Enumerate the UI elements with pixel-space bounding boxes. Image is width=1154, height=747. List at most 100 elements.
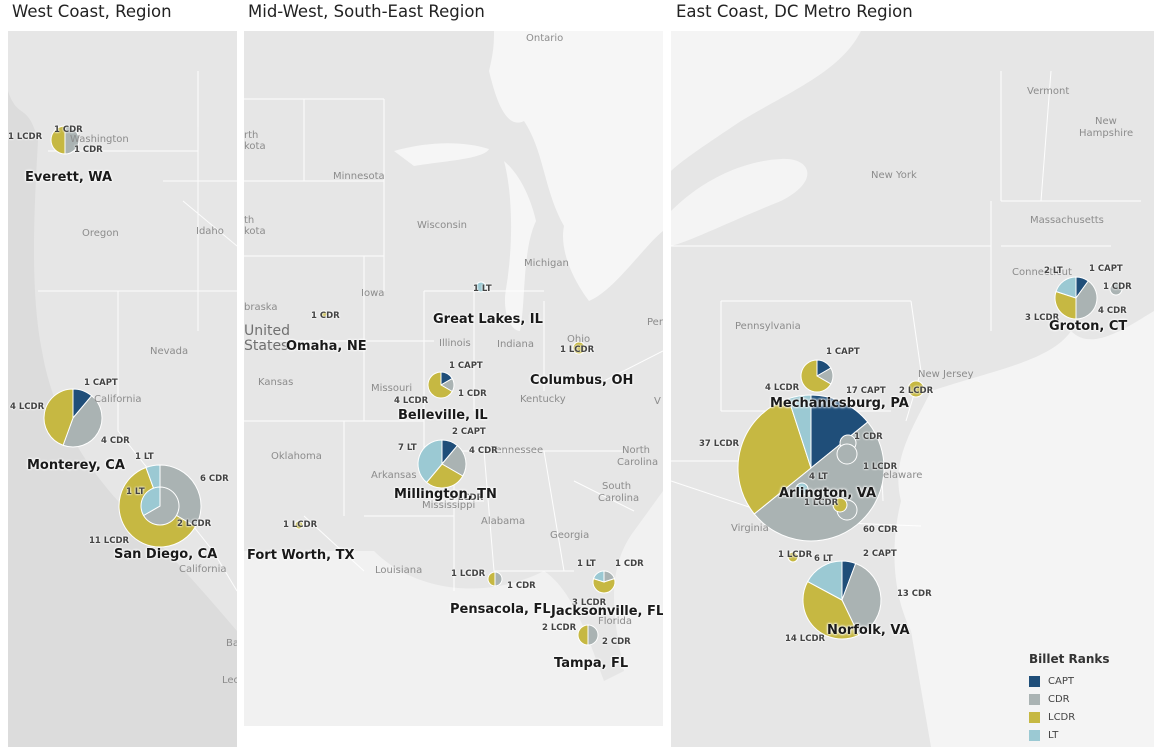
site-pie[interactable] bbox=[832, 497, 848, 513]
pie-count-label: 1 CAPT bbox=[449, 361, 483, 371]
city-label-omaha-ne[interactable]: Omaha, NE bbox=[286, 339, 367, 354]
pie-slice-lt[interactable] bbox=[417, 439, 443, 484]
city-label-norfolk-va[interactable]: Norfolk, VA bbox=[827, 623, 910, 638]
pie-slice-lcdr[interactable] bbox=[800, 359, 832, 393]
city-label-belleville-il[interactable]: Belleville, IL bbox=[398, 408, 488, 423]
site-pie[interactable] bbox=[43, 388, 103, 448]
pie-slice-lcdr[interactable] bbox=[737, 397, 812, 515]
geo-label-indiana: Indiana bbox=[497, 339, 535, 350]
legend-item-capt[interactable]: CAPT bbox=[1029, 672, 1110, 690]
pie-slice-lt[interactable] bbox=[1055, 276, 1077, 299]
geo-label-louisiana: Louisiana bbox=[375, 565, 423, 576]
geo-label-kentucky: Kentucky bbox=[520, 394, 566, 405]
site-pie[interactable] bbox=[417, 439, 467, 489]
city-label-everett-wa[interactable]: Everett, WA bbox=[25, 170, 113, 185]
site-pie[interactable] bbox=[787, 551, 799, 563]
pie-slice-lcdr[interactable] bbox=[577, 624, 589, 646]
pie-slice-capt[interactable] bbox=[810, 394, 869, 470]
pie-slice-cdr[interactable] bbox=[64, 125, 80, 155]
city-label-jacksonville-fl[interactable]: Jacksonville, FL bbox=[551, 604, 663, 619]
legend-item-lt[interactable]: LT bbox=[1029, 726, 1110, 744]
pie-count-label: 2 LT bbox=[1044, 266, 1063, 276]
pie-slice-lt[interactable] bbox=[806, 560, 843, 601]
site-pie[interactable] bbox=[836, 443, 858, 465]
legend-label-lcdr: LCDR bbox=[1048, 711, 1076, 723]
pie-slice-lcdr[interactable] bbox=[487, 571, 496, 587]
site-pie[interactable] bbox=[1109, 282, 1123, 296]
pie-slice-lcdr[interactable] bbox=[50, 125, 66, 155]
pie-slice-lcdr[interactable] bbox=[787, 551, 799, 563]
pie-count-label: 5 LCDR bbox=[449, 493, 484, 503]
pie-slice-cdr[interactable] bbox=[494, 571, 503, 587]
pie-slice-lcdr[interactable] bbox=[907, 380, 925, 398]
city-label-columbus-oh[interactable]: Columbus, OH bbox=[530, 373, 634, 388]
geo-label-virginia: Virginia bbox=[731, 523, 769, 534]
pie-slice-cdr[interactable] bbox=[841, 562, 882, 636]
city-label-groton-ct[interactable]: Groton, CT bbox=[1049, 319, 1128, 334]
site-pie[interactable] bbox=[802, 560, 882, 640]
pie-count-label: 1 CAPT bbox=[826, 347, 860, 357]
pie-slice-lt[interactable] bbox=[787, 394, 812, 469]
geo-label-washington: Washington bbox=[70, 134, 129, 145]
pie-slice-lcdr[interactable] bbox=[802, 580, 860, 640]
site-pie[interactable] bbox=[50, 125, 80, 155]
city-label-pensacola-fl[interactable]: Pensacola, FL bbox=[450, 602, 551, 617]
pie-count-label: 17 CAPT bbox=[846, 386, 886, 396]
site-pie[interactable] bbox=[475, 281, 487, 293]
legend-item-lcdr[interactable]: LCDR bbox=[1029, 708, 1110, 726]
site-pie[interactable] bbox=[800, 359, 834, 393]
pie-slice-cdr[interactable] bbox=[1075, 280, 1098, 320]
site-pie[interactable] bbox=[1054, 276, 1098, 320]
pie-slice-cdr[interactable] bbox=[1109, 282, 1123, 296]
site-pie[interactable] bbox=[592, 570, 616, 594]
pie-slice-lcdr[interactable] bbox=[320, 310, 328, 318]
site-pie[interactable] bbox=[118, 464, 202, 548]
map-east-coast[interactable]: Vermont New Hampshire New York Massachusetts… bbox=[671, 31, 1154, 747]
pie-slice-cdr[interactable] bbox=[142, 486, 180, 526]
map-west-coast[interactable]: Washington Oregon Idaho Nevada California Cal… bbox=[8, 31, 237, 747]
site-pie[interactable] bbox=[907, 380, 925, 398]
geo-label-south: South bbox=[602, 481, 632, 492]
pie-slice-cdr[interactable] bbox=[441, 444, 467, 477]
pie-slice-lt[interactable] bbox=[795, 482, 809, 496]
geo-label-pen: Pen bbox=[647, 317, 663, 328]
geo-label-hampshire: Hampshire bbox=[1079, 128, 1134, 139]
pie-slice-lcdr[interactable] bbox=[592, 577, 616, 594]
city-label-arlington-va[interactable]: Arlington, VA bbox=[779, 486, 877, 501]
city-label-great-lakes-il[interactable]: Great Lakes, IL bbox=[433, 312, 543, 327]
pie-slice-cdr[interactable] bbox=[587, 624, 599, 646]
site-pie[interactable] bbox=[572, 341, 586, 355]
pie-slice-lcdr[interactable] bbox=[43, 388, 74, 446]
city-label-millington-tn[interactable]: Millington, TN bbox=[394, 487, 497, 502]
pie-slice-lt[interactable] bbox=[475, 281, 487, 293]
pie-count-label: 4 CDR bbox=[101, 436, 130, 446]
city-label-fort-worth-tx[interactable]: Fort Worth, TX bbox=[247, 548, 355, 563]
pie-slice-lcdr[interactable] bbox=[425, 463, 464, 489]
pie-slice-lcdr[interactable] bbox=[572, 341, 586, 355]
map-midwest-southeast[interactable]: Ontario rth kota Minnesota Wisconsin Michigan… bbox=[244, 31, 663, 726]
city-label-san-diego-ca[interactable]: San Diego, CA bbox=[114, 547, 218, 562]
site-pie[interactable] bbox=[427, 371, 455, 399]
site-pie[interactable] bbox=[795, 482, 809, 496]
pie-count-label: 1 CDR bbox=[615, 559, 644, 569]
pie-count-label: 4 CDR bbox=[469, 446, 498, 456]
site-pie[interactable] bbox=[577, 624, 599, 646]
pie-slice-lcdr[interactable] bbox=[832, 497, 848, 513]
pie-slice-lcdr[interactable] bbox=[427, 371, 453, 399]
city-label-mechanicsburg-pa[interactable]: Mechanicsburg, PA bbox=[770, 396, 909, 411]
site-pie[interactable] bbox=[320, 310, 328, 318]
pie-slice-cdr[interactable] bbox=[836, 443, 858, 465]
pie-count-label: 1 CDR bbox=[311, 311, 340, 321]
pie-slice-cdr[interactable] bbox=[62, 395, 103, 448]
pie-slice-lt[interactable] bbox=[592, 570, 605, 583]
legend-item-cdr[interactable]: CDR bbox=[1029, 690, 1110, 708]
city-label-tampa-fl[interactable]: Tampa, FL bbox=[554, 656, 629, 671]
legend-label-lt: LT bbox=[1048, 729, 1059, 741]
site-pie[interactable] bbox=[294, 520, 304, 530]
pie-slice-lt[interactable] bbox=[140, 486, 161, 517]
site-pie[interactable] bbox=[487, 571, 503, 587]
geo-label-elaware: elaware bbox=[883, 470, 923, 481]
pie-slice-lcdr[interactable] bbox=[1054, 290, 1077, 320]
pie-slice-lcdr[interactable] bbox=[294, 520, 304, 530]
city-label-monterey-ca[interactable]: Monterey, CA bbox=[27, 458, 125, 473]
